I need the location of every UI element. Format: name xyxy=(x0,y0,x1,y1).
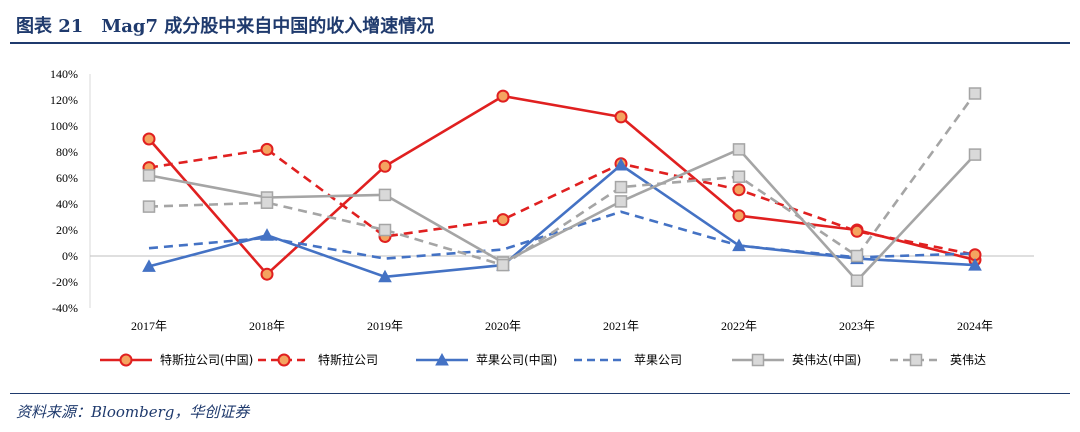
data-point xyxy=(732,183,746,197)
series-line xyxy=(148,148,976,256)
x-tick-label: 2023年 xyxy=(839,319,875,333)
data-point xyxy=(142,259,156,272)
legend-swatch-marker xyxy=(751,353,765,367)
y-tick-label: 100% xyxy=(50,119,78,133)
x-tick-label: 2021年 xyxy=(603,319,639,333)
y-tick-label: -20% xyxy=(52,275,78,289)
data-point xyxy=(260,196,274,209)
legend-label: 苹果公司 xyxy=(634,353,682,367)
x-tick-label: 2024年 xyxy=(957,319,993,333)
y-axis-tick-labels: -40% -20% 0% 20% 40% 60% 80% 100% 120% 140% xyxy=(50,67,78,315)
data-point xyxy=(614,157,628,171)
data-point xyxy=(378,188,392,202)
series-6 xyxy=(142,87,982,272)
x-tick-label: 2022年 xyxy=(721,319,757,333)
data-point xyxy=(614,195,628,208)
x-tick-label: 2018年 xyxy=(249,319,285,333)
data-point xyxy=(614,180,628,194)
legend-item-2: 特斯拉公司 xyxy=(258,352,378,367)
series-4 xyxy=(148,210,976,260)
data-point xyxy=(378,269,392,283)
data-point xyxy=(732,170,746,183)
source-rule xyxy=(10,393,1070,394)
figure-title: 图表 21 Mag7 成分股中来自中国的收入增速情况 xyxy=(16,16,435,37)
series-line xyxy=(148,148,976,282)
y-tick-label: 140% xyxy=(50,67,78,81)
data-point xyxy=(378,159,392,173)
legend-swatch-marker xyxy=(435,352,449,366)
x-tick-label: 2017年 xyxy=(131,319,167,333)
data-point xyxy=(850,274,864,287)
legend: 特斯拉公司(中国) 特斯拉公司 苹果公司(中国) 苹果公司 英伟达(中国) 英伟达 xyxy=(100,352,986,367)
data-point xyxy=(968,258,982,271)
legend-swatch-marker xyxy=(277,353,291,367)
plot-series xyxy=(142,87,982,287)
y-tick-label: 0% xyxy=(62,249,78,263)
data-point xyxy=(496,258,510,272)
series-2 xyxy=(142,142,982,262)
data-point xyxy=(496,89,510,103)
data-point xyxy=(260,267,274,281)
data-point xyxy=(142,200,156,213)
y-tick-label: 40% xyxy=(56,197,78,211)
source-note: 资料来源：Bloomberg，华创证券 xyxy=(16,403,250,421)
y-tick-label: 120% xyxy=(50,93,78,107)
y-tick-label: 20% xyxy=(56,223,78,237)
legend-label: 苹果公司(中国) xyxy=(476,352,557,367)
series-line xyxy=(148,92,977,267)
data-point xyxy=(850,249,864,263)
data-point xyxy=(732,143,746,156)
legend-item-5: 英伟达(中国) xyxy=(732,352,861,367)
legend-item-1: 特斯拉公司(中国) xyxy=(100,352,253,367)
y-tick-label: 80% xyxy=(56,145,78,159)
legend-swatch-marker xyxy=(909,353,923,367)
title-rule xyxy=(10,42,1070,44)
x-tick-label: 2019年 xyxy=(367,319,403,333)
data-point xyxy=(968,148,982,161)
series-line xyxy=(148,94,976,276)
data-point xyxy=(732,209,746,223)
legend-label: 特斯拉公司(中国) xyxy=(160,352,253,367)
data-point xyxy=(614,110,628,124)
figure-header: 图表 21 Mag7 成分股中来自中国的收入增速情况 xyxy=(0,0,1080,44)
data-point xyxy=(496,213,510,227)
legend-label: 英伟达 xyxy=(950,353,986,367)
legend-item-4: 苹果公司 xyxy=(574,353,682,367)
data-point xyxy=(142,169,156,182)
y-tick-label: 60% xyxy=(56,171,78,185)
legend-item-3: 苹果公司(中国) xyxy=(416,352,557,367)
series-line xyxy=(148,210,976,260)
legend-label: 英伟达(中国) xyxy=(792,352,861,367)
legend-swatch-marker xyxy=(119,353,133,367)
legend-item-6: 英伟达 xyxy=(890,353,986,367)
data-point xyxy=(378,223,392,237)
x-tick-label: 2020年 xyxy=(485,319,521,333)
x-axis-tick-labels: 2017年 2018年 2019年 2020年 2021年 2022年 2023年 2024年 xyxy=(131,319,993,333)
data-point xyxy=(968,87,982,100)
data-point xyxy=(142,132,156,146)
y-tick-label: -40% xyxy=(52,301,78,315)
data-point xyxy=(850,224,864,238)
legend-label: 特斯拉公司 xyxy=(318,352,378,367)
series-3 xyxy=(142,157,982,283)
line-chart: -40% -20% 0% 20% 40% 60% 80% 100% 120% 140% 2017年… xyxy=(50,67,1034,367)
data-point xyxy=(260,142,274,156)
